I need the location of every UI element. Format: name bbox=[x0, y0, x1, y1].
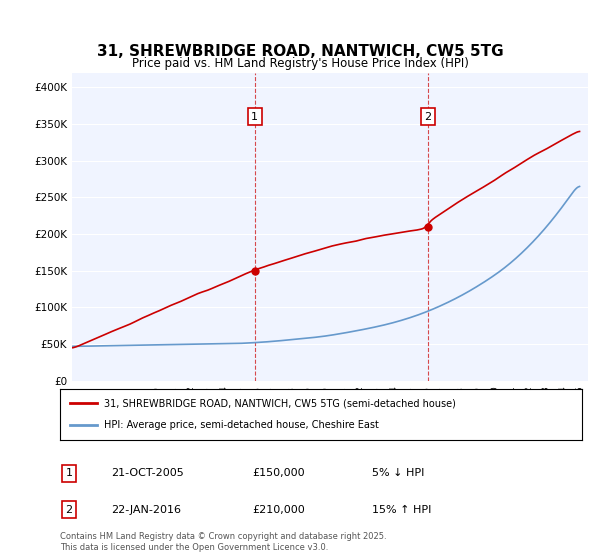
Text: 21-OCT-2005: 21-OCT-2005 bbox=[111, 468, 184, 478]
Text: 1: 1 bbox=[65, 468, 73, 478]
Text: £210,000: £210,000 bbox=[252, 505, 305, 515]
Text: 2: 2 bbox=[425, 112, 431, 122]
Text: 1: 1 bbox=[251, 112, 258, 122]
Text: Price paid vs. HM Land Registry's House Price Index (HPI): Price paid vs. HM Land Registry's House … bbox=[131, 57, 469, 70]
Text: Contains HM Land Registry data © Crown copyright and database right 2025.
This d: Contains HM Land Registry data © Crown c… bbox=[60, 532, 386, 552]
Text: 5% ↓ HPI: 5% ↓ HPI bbox=[372, 468, 424, 478]
Text: £150,000: £150,000 bbox=[252, 468, 305, 478]
Text: 31, SHREWBRIDGE ROAD, NANTWICH, CW5 5TG (semi-detached house): 31, SHREWBRIDGE ROAD, NANTWICH, CW5 5TG … bbox=[104, 398, 456, 408]
Text: 31, SHREWBRIDGE ROAD, NANTWICH, CW5 5TG: 31, SHREWBRIDGE ROAD, NANTWICH, CW5 5TG bbox=[97, 44, 503, 59]
Text: 22-JAN-2016: 22-JAN-2016 bbox=[111, 505, 181, 515]
Text: 15% ↑ HPI: 15% ↑ HPI bbox=[372, 505, 431, 515]
Text: HPI: Average price, semi-detached house, Cheshire East: HPI: Average price, semi-detached house,… bbox=[104, 421, 379, 431]
Text: 2: 2 bbox=[65, 505, 73, 515]
